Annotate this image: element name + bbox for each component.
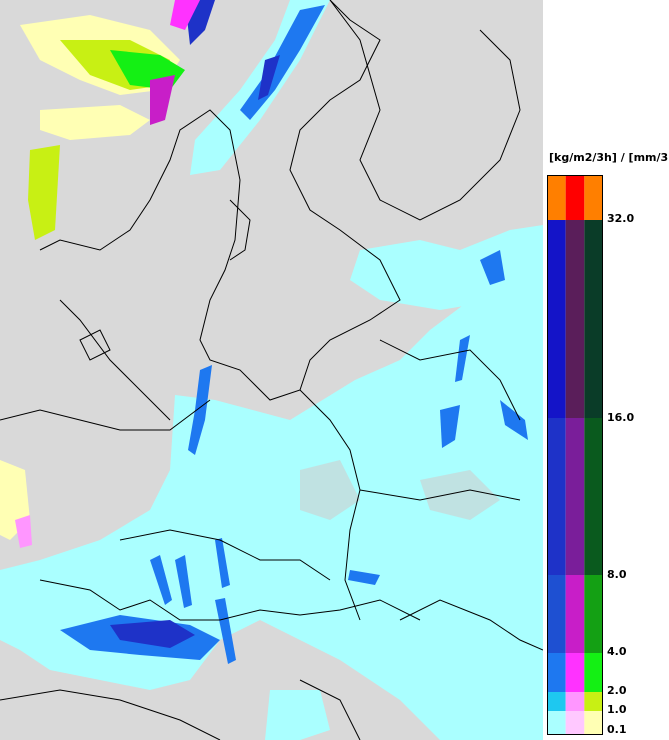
legend-band-1-2-col1 xyxy=(565,692,585,711)
legend-band-16-32-col1 xyxy=(565,220,585,418)
legend-tick-32: 32.0 xyxy=(607,212,635,225)
legend-tick-16: 16.0 xyxy=(607,411,635,424)
legend-tick-4: 4.0 xyxy=(607,645,627,658)
legend-band-16-32-col2 xyxy=(584,220,603,418)
legend-band-2-4-col0 xyxy=(547,653,566,692)
legend-tick-1: 1.0 xyxy=(607,703,627,716)
legend-band-0.1-1-col1 xyxy=(565,711,585,735)
legend-band-4-8-col1 xyxy=(565,575,585,653)
legend-color-bar xyxy=(547,175,603,735)
precipitation-map xyxy=(0,0,543,740)
legend-band-2-4-col1 xyxy=(565,653,585,692)
legend-border xyxy=(547,175,603,735)
legend-band-16-32-col0 xyxy=(547,220,566,418)
legend-tick-2: 2.0 xyxy=(607,684,627,697)
legend-band-8-16-col1 xyxy=(565,418,585,575)
legend-band-0.1-1-col2 xyxy=(584,711,603,735)
legend-band-1-2-col0 xyxy=(547,692,566,711)
map-canvas xyxy=(0,0,543,740)
norway-precip xyxy=(0,0,200,548)
legend-tick-0-1: 0.1 xyxy=(607,723,627,736)
dry-patches xyxy=(300,460,500,520)
legend-band-8-16-col0 xyxy=(547,418,566,575)
coastlines-borders xyxy=(0,0,543,740)
legend-band->32-col1 xyxy=(565,175,585,220)
legend-band-4-8-col0 xyxy=(547,575,566,653)
legend-band-1-2-col2 xyxy=(584,692,603,711)
legend-tick-8: 8.0 xyxy=(607,568,627,581)
precipitation-legend: [kg/m2/3h] / [mm/3h] 32.0 16.0 8.0 4.0 2… xyxy=(543,0,669,740)
legend-band->32-col0 xyxy=(547,175,566,220)
legend-title: [kg/m2/3h] / [mm/3h] xyxy=(549,151,669,164)
legend-band->32-col2 xyxy=(584,175,603,220)
legend-band-0.1-1-col0 xyxy=(547,711,566,735)
legend-band-8-16-col2 xyxy=(584,418,603,575)
legend-band-4-8-col2 xyxy=(584,575,603,653)
legend-band-2-4-col2 xyxy=(584,653,603,692)
